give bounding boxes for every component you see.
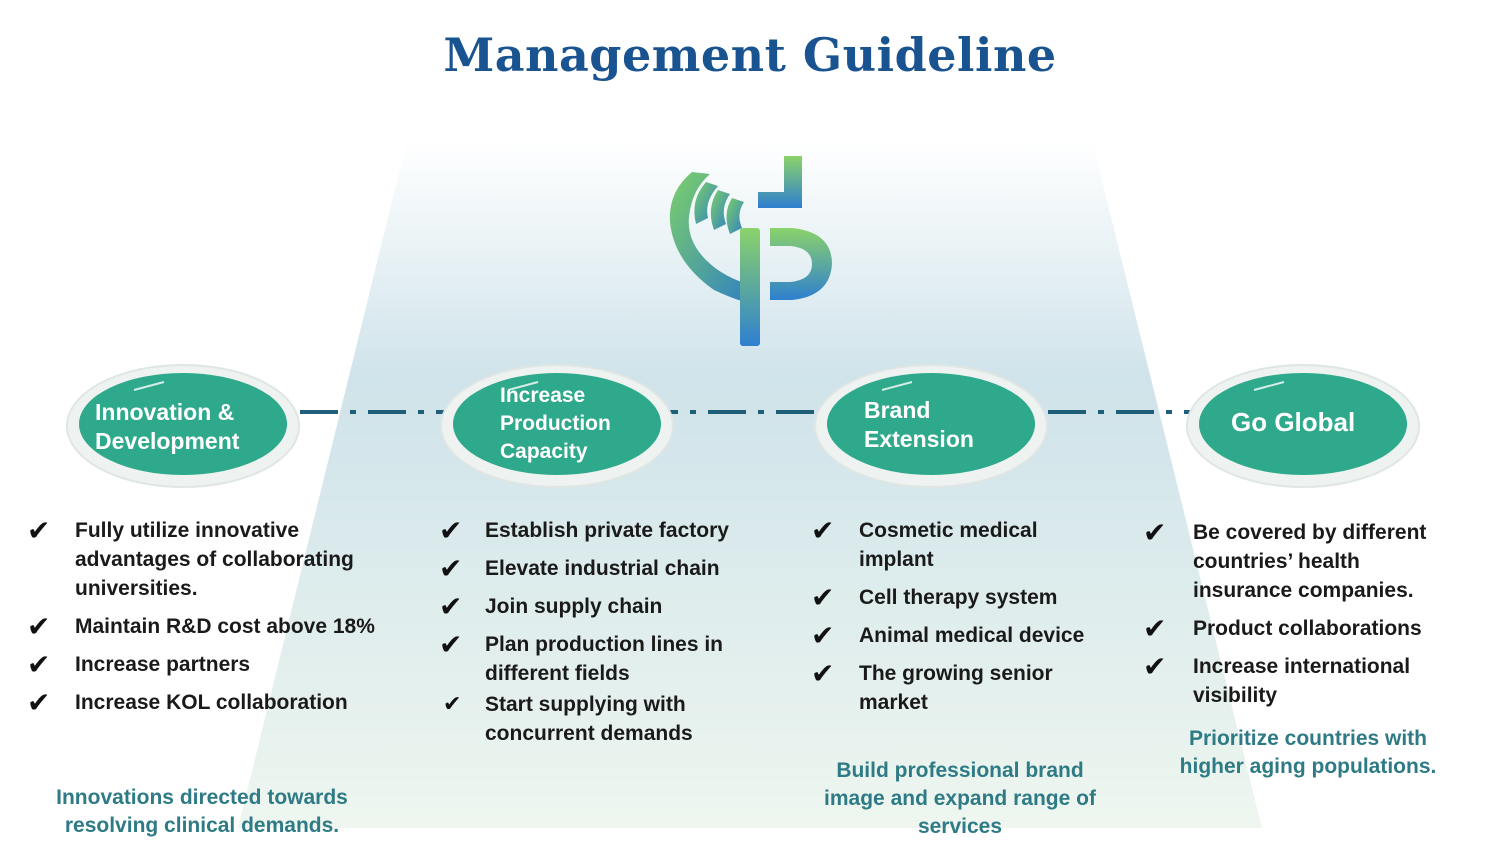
list-item: ✔ Start supplying with concurrent demands — [443, 692, 693, 745]
check-icon: ✔ — [443, 692, 462, 717]
check-icon: ✔ — [439, 628, 463, 661]
check-icon: ✔ — [439, 552, 463, 585]
page-title: Management Guideline — [443, 28, 1057, 82]
list-item: ✔ Increase KOL collaboration — [27, 686, 348, 719]
check-icon: ✔ — [1143, 650, 1167, 683]
list-item: ✔ Cell therapy system — [811, 581, 1058, 614]
check-icon: ✔ — [1143, 612, 1167, 645]
list-item: ✔ Join supply chain — [439, 590, 663, 623]
check-icon: ✔ — [811, 619, 835, 652]
check-icon: ✔ — [439, 590, 463, 623]
check-icon: ✔ — [27, 686, 51, 719]
list-item: ✔ Maintain R&D cost above 18% — [27, 610, 375, 643]
list-item: ✔ Increase partners — [27, 648, 251, 681]
pillar-list-global: ✔ Be covered by different countries’ heal… — [1143, 516, 1463, 719]
pillar-list-production: ✔ Establish private factory ✔ Elevate indu… — [439, 514, 735, 757]
pillar-list-brand: ✔ Cosmetic medical implant ✔ Cell therapy … — [811, 514, 1099, 726]
list-item: ✔ Elevate industrial chain — [439, 552, 720, 585]
pillar-note: Build professional brand image and expan… — [824, 759, 1096, 838]
pillar-label: Innovation & Development — [95, 399, 240, 454]
pillar-ellipse-icon — [440, 364, 674, 488]
pillar-label: Increase Production Capacity — [500, 384, 611, 463]
pillar-note: Innovations directed towards resolving c… — [56, 786, 348, 837]
pillar-label: Brand Extension — [864, 397, 974, 452]
pillar-global: Go Global — [1184, 362, 1422, 490]
check-icon: ✔ — [811, 581, 835, 614]
pillar-ellipse-icon — [814, 364, 1048, 488]
pillar-ellipse-icon — [66, 364, 300, 488]
pillar-label: Go Global — [1231, 407, 1356, 437]
pillar-note: Prioritize countries with higher aging p… — [1179, 727, 1437, 778]
check-icon: ✔ — [27, 610, 51, 643]
check-icon: ✔ — [27, 514, 51, 547]
list-item: ✔ The growing senior market — [811, 657, 1053, 714]
list-item: ✔ Fully utilize innovative advantages of … — [27, 514, 354, 600]
check-icon: ✔ — [27, 648, 51, 681]
check-icon: ✔ — [811, 657, 835, 690]
pillar-production: Increase Production Capacity — [438, 362, 676, 490]
list-item: ✔ Establish private factory — [439, 514, 729, 547]
check-icon: ✔ — [439, 514, 463, 547]
pillar-brand: Brand Extension — [812, 362, 1050, 490]
list-item: ✔ Plan production lines in different fiel… — [439, 628, 724, 685]
list-item: ✔ Increase international visibility — [1143, 650, 1411, 707]
pillar-innovation: Innovation & Development — [64, 362, 302, 490]
list-item: ✔ Animal medical device — [811, 619, 1085, 652]
check-icon: ✔ — [811, 514, 835, 547]
pillar-ellipse-icon — [1186, 364, 1420, 488]
check-icon: ✔ — [1143, 516, 1167, 549]
list-item: ✔ Be covered by different countries’ heal… — [1143, 516, 1427, 602]
list-item: ✔ Cosmetic medical implant — [811, 514, 1038, 571]
pillar-list-innovation: ✔ Fully utilize innovative advantages of … — [27, 514, 375, 726]
list-item: ✔ Product collaborations — [1143, 612, 1422, 645]
hand-p-logo-icon — [669, 156, 832, 346]
